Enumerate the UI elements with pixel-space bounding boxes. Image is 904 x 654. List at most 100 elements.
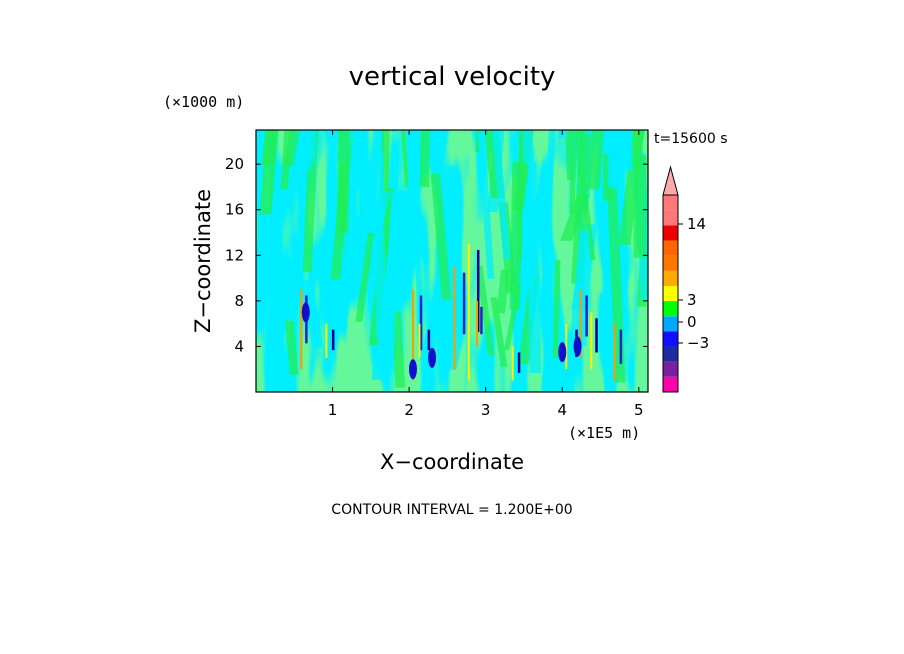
colorbar-segment	[663, 240, 678, 256]
colorbar-tick-label: 0	[687, 313, 697, 331]
colorbar-segment	[663, 376, 678, 392]
downdraft-streak	[480, 306, 483, 335]
flow-streak	[347, 130, 362, 182]
flow-streak	[401, 130, 422, 253]
colorbar-segment	[663, 225, 678, 241]
flow-streak	[355, 233, 375, 322]
plot-area	[255, 129, 649, 393]
x-axis-label: X−coordinate	[380, 450, 524, 474]
colorbar-tick-label: −3	[687, 334, 709, 352]
flow-streak	[285, 320, 299, 375]
downdraft-streak	[619, 329, 623, 364]
updraft-streak	[565, 323, 568, 370]
flow-streak	[261, 130, 278, 166]
flow-streak	[527, 211, 542, 374]
colorbar-tick-label: 3	[687, 291, 697, 309]
y-axis-label: Z−coordinate	[191, 189, 215, 333]
flow-streak	[401, 130, 410, 188]
y-tick-label: 20	[225, 155, 244, 173]
colorbar-arrow	[662, 165, 679, 196]
flow-streak	[442, 165, 464, 297]
chart-title: vertical velocity	[349, 62, 556, 92]
flow-streak	[597, 293, 611, 352]
x-tick-label: 2	[404, 401, 414, 419]
plot-frame	[255, 129, 649, 393]
flow-streak	[445, 321, 466, 371]
updraft-streak	[613, 323, 616, 381]
flow-streak	[633, 155, 647, 258]
colorbar: 14 3 0 −3	[662, 165, 709, 393]
x-tick-label: 4	[557, 401, 567, 419]
downdraft-streak	[419, 295, 423, 351]
colorbar-segment	[663, 195, 678, 211]
y-tick-label: 12	[225, 246, 244, 264]
flow-streak	[419, 130, 430, 188]
flow-streak	[569, 130, 577, 214]
flow-streak	[521, 130, 535, 165]
flow-streak	[587, 130, 605, 190]
x-tick-label: 3	[481, 401, 491, 419]
colorbar-segment	[663, 210, 678, 226]
flow-streak	[373, 152, 387, 338]
flow-streak	[571, 130, 592, 284]
downdraft-core	[573, 336, 582, 357]
updraft-streak	[467, 243, 470, 381]
updraft-streak	[579, 289, 582, 358]
updraft-streak	[511, 346, 514, 381]
colorbar-segment	[663, 316, 678, 332]
y-tick-label: 4	[234, 337, 244, 355]
x-tick-label: 5	[634, 401, 644, 419]
flow-streak	[302, 130, 312, 171]
velocity-streaks	[259, 130, 648, 388]
x-unit-label: (×1E5 m)	[568, 424, 640, 442]
downdraft-core	[428, 347, 437, 368]
colorbar-tick-label: 14	[687, 215, 706, 233]
downdraft-core	[408, 359, 417, 380]
y-unit-label: (×1000 m)	[163, 93, 244, 111]
flow-streak	[492, 130, 511, 260]
updraft-streak	[453, 266, 456, 370]
flow-streak	[476, 266, 495, 356]
downdraft-core	[558, 342, 567, 363]
colorbar-segment	[663, 346, 678, 362]
flow-streak	[569, 230, 590, 345]
updraft-streak	[325, 323, 328, 358]
flow-streak	[585, 130, 594, 135]
contour-interval-label: CONTOUR INTERVAL = 1.200E+00	[331, 502, 572, 518]
flow-streak	[557, 130, 567, 139]
colorbar-segment	[663, 270, 678, 286]
x-axis: 1 2 3 4 5	[328, 130, 644, 419]
updraft-streak	[476, 300, 479, 347]
flow-streak	[504, 286, 522, 350]
colorbar-segment	[663, 301, 678, 317]
colorbar-segment	[663, 331, 678, 347]
downdraft-core	[301, 302, 310, 323]
updraft-streak	[418, 323, 421, 358]
flow-streak	[340, 179, 357, 257]
updraft-streak	[300, 289, 303, 370]
y-axis: 4 8 12 16 20	[225, 155, 648, 355]
y-tick-label: 8	[234, 292, 244, 310]
downdraft-streak	[517, 352, 521, 373]
updraft-streak	[412, 289, 415, 381]
downdraft-streak	[462, 272, 466, 335]
flow-streak	[336, 130, 350, 234]
flow-streak	[490, 297, 508, 368]
downdraft-streak	[427, 329, 431, 351]
updraft-streak	[590, 312, 593, 370]
time-label: t=15600 s	[654, 131, 728, 147]
downdraft-streak	[585, 295, 588, 337]
y-tick-label: 16	[225, 201, 244, 219]
downdraft-streak	[476, 249, 480, 332]
colorbar-frame	[662, 194, 679, 393]
downdraft-streak	[595, 318, 598, 353]
flow-streak	[517, 130, 524, 260]
flow-streak	[624, 130, 633, 172]
flow-streak	[430, 173, 452, 300]
x-tick-label: 1	[328, 401, 338, 419]
flow-streak	[302, 130, 319, 273]
flow-streak	[638, 130, 645, 139]
flow-streak	[541, 130, 556, 268]
colorbar-segment	[663, 361, 678, 377]
